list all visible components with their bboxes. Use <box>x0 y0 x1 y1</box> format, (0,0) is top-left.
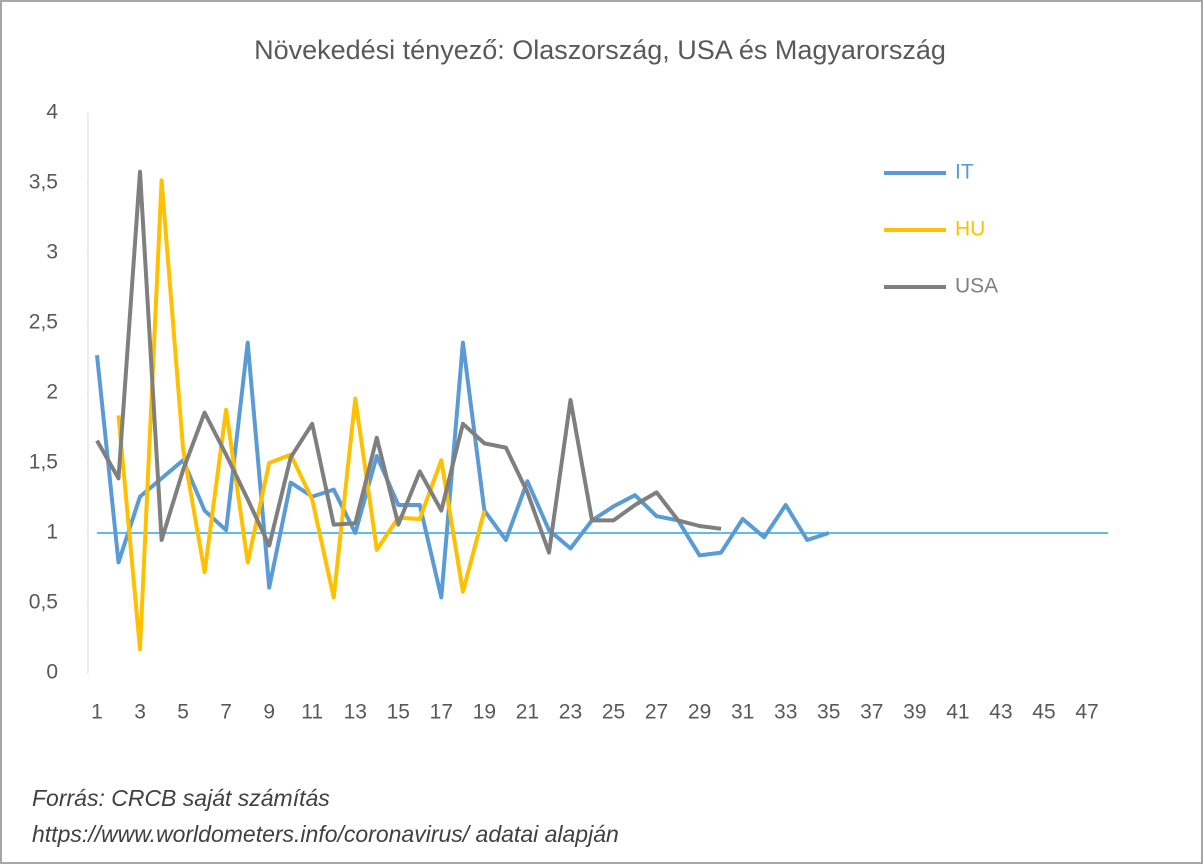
x-tick-label: 3 <box>134 701 146 724</box>
x-tick-label: 29 <box>688 701 711 724</box>
series-line <box>95 340 830 600</box>
x-tick-label: 5 <box>177 701 189 724</box>
x-tick-label: 47 <box>1075 701 1098 724</box>
y-tick-label: 0,5 <box>29 591 58 614</box>
x-tick-label: 33 <box>774 701 797 724</box>
y-tick-label: 0 <box>46 661 58 684</box>
x-tick-label: 11 <box>301 701 323 724</box>
x-tick-label: 39 <box>903 701 926 724</box>
y-tick-label: 2 <box>46 381 58 404</box>
y-tick-label: 1,5 <box>29 451 58 474</box>
x-tick-label: 37 <box>860 701 883 724</box>
x-tick-label: 15 <box>387 701 410 724</box>
x-tick-label: 7 <box>220 701 232 724</box>
x-tick-label: 45 <box>1032 701 1055 724</box>
legend-label: HU <box>955 218 985 241</box>
x-tick-label: 25 <box>602 701 625 724</box>
source-note: https://www.worldometers.info/coronaviru… <box>32 821 619 847</box>
source-note: Forrás: CRCB saját számítás <box>32 785 330 811</box>
x-tick-label: 1 <box>91 701 103 724</box>
y-tick-label: 3 <box>46 241 58 264</box>
x-tick-label: 35 <box>817 701 840 724</box>
y-tick-label: 2,5 <box>29 311 58 334</box>
x-tick-label: 21 <box>516 701 539 724</box>
y-tick-label: 3,5 <box>29 171 58 194</box>
x-tick-label: 19 <box>473 701 496 724</box>
x-tick-label: 31 <box>731 701 754 724</box>
legend-label: IT <box>955 161 974 184</box>
x-tick-label: 43 <box>989 701 1012 724</box>
legend-label: USA <box>955 275 998 298</box>
x-tick-label: 17 <box>430 701 453 724</box>
x-tick-label: 27 <box>645 701 668 724</box>
x-tick-label: 13 <box>344 701 367 724</box>
x-tick-label: 41 <box>946 701 969 724</box>
y-tick-label: 1 <box>46 521 58 544</box>
series-line <box>116 178 487 652</box>
series-line <box>95 169 722 555</box>
chart-title: Növekedési tényező: Olaszország, USA és … <box>254 35 946 65</box>
x-tick-label: 9 <box>263 701 275 724</box>
x-tick-label: 23 <box>559 701 582 724</box>
y-tick-label: 4 <box>46 101 58 124</box>
